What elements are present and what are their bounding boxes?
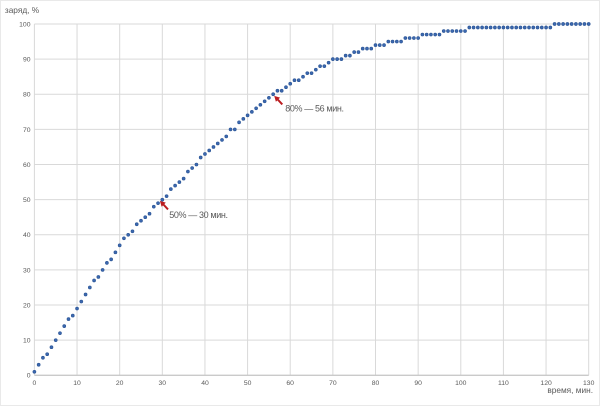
svg-text:30: 30 — [23, 267, 31, 274]
svg-text:0: 0 — [27, 373, 31, 380]
svg-text:50: 50 — [23, 197, 31, 204]
svg-text:20: 20 — [23, 302, 31, 309]
svg-text:110: 110 — [498, 380, 509, 387]
svg-text:10: 10 — [23, 338, 31, 345]
svg-text:10: 10 — [73, 380, 81, 387]
svg-text:60: 60 — [286, 380, 294, 387]
svg-text:80: 80 — [372, 380, 380, 387]
svg-text:время, мин.: время, мин. — [547, 385, 593, 395]
svg-text:0: 0 — [33, 380, 37, 387]
svg-text:130: 130 — [583, 380, 595, 387]
svg-text:60: 60 — [23, 162, 31, 169]
svg-text:80% — 56 мин.: 80% — 56 мин. — [285, 104, 343, 114]
svg-text:100: 100 — [19, 21, 31, 28]
svg-text:100: 100 — [455, 380, 467, 387]
svg-text:80: 80 — [23, 92, 31, 99]
svg-text:50% — 30 мин.: 50% — 30 мин. — [169, 210, 227, 220]
svg-text:70: 70 — [23, 127, 31, 134]
svg-text:70: 70 — [329, 380, 337, 387]
svg-text:20: 20 — [116, 380, 124, 387]
svg-text:90: 90 — [414, 380, 422, 387]
svg-text:50: 50 — [244, 380, 252, 387]
svg-text:30: 30 — [159, 380, 167, 387]
svg-text:40: 40 — [23, 232, 31, 239]
svg-text:120: 120 — [540, 380, 552, 387]
svg-text:заряд, %: заряд, % — [5, 5, 40, 15]
svg-text:40: 40 — [201, 380, 209, 387]
svg-text:90: 90 — [23, 57, 31, 64]
